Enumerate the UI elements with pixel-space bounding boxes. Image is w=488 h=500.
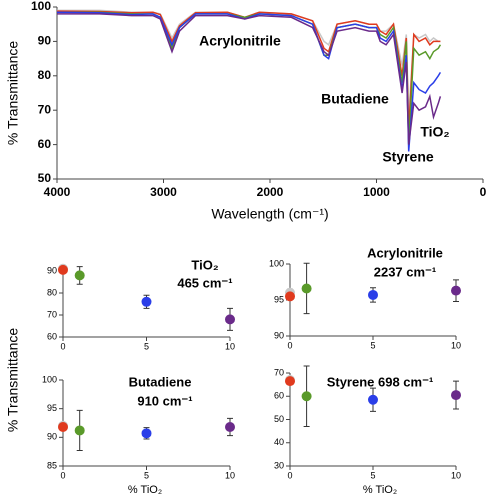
y-tick-label: 90: [274, 330, 284, 340]
x-tick-label: 10: [225, 341, 235, 351]
annotation: Butadiene: [321, 91, 389, 107]
panel-title: 465 cm⁻¹: [177, 275, 232, 290]
x-tick-label: 5: [144, 470, 149, 480]
data-point: [301, 283, 312, 294]
y-tick-label: 90: [47, 265, 57, 275]
x-tick-label: 0: [287, 470, 292, 480]
x-tick-label: 0: [480, 185, 487, 199]
data-point: [285, 291, 295, 302]
panel-title: 2237 cm⁻¹: [374, 264, 437, 279]
x-tick-label: 10: [225, 470, 235, 480]
y-tick-label: 100: [31, 0, 51, 13]
spectrum-line: [57, 13, 442, 145]
panel-title: Acrylonitrile: [367, 245, 443, 260]
y-tick-label: 60: [38, 137, 52, 151]
panel-title: TiO₂: [191, 257, 218, 272]
data-point: [74, 270, 85, 281]
data-point: [368, 394, 378, 405]
annotation: Acrylonitrile: [199, 33, 281, 49]
data-point: [225, 314, 235, 325]
x-axis-label: % TiO₂: [363, 484, 397, 496]
y-tick-label: 50: [38, 171, 52, 185]
x-tick-label: 10: [451, 470, 461, 480]
y-tick-label: 90: [47, 432, 57, 442]
panel-title: Butadiene: [129, 374, 192, 389]
annotation: TiO₂: [420, 124, 449, 140]
y-tick-label: 30: [274, 460, 284, 470]
y-tick-label: 100: [269, 258, 284, 268]
y-tick-label: 85: [47, 460, 57, 470]
panel-title: 910 cm⁻¹: [137, 393, 192, 408]
x-tick-label: 4000: [44, 185, 71, 199]
data-point: [451, 390, 461, 401]
y-axis-label: % Transmittance: [5, 328, 21, 432]
y-tick-label: 70: [274, 367, 284, 377]
x-tick-label: 0: [287, 340, 292, 350]
data-point: [368, 289, 378, 300]
x-tick-label: 10: [451, 340, 461, 350]
data-point: [451, 285, 461, 296]
x-tick-label: 1000: [363, 185, 390, 199]
data-point: [58, 264, 68, 275]
x-tick-label: 0: [60, 341, 65, 351]
data-point: [141, 296, 152, 307]
data-point: [74, 425, 85, 436]
y-tick-label: 90: [38, 34, 52, 48]
x-tick-label: 5: [370, 340, 375, 350]
y-tick-label: 70: [47, 309, 57, 319]
spectrum-line: [56, 10, 441, 131]
data-point: [225, 422, 235, 433]
y-tick-label: 80: [38, 68, 52, 82]
y-tick-label: 70: [38, 102, 52, 116]
y-tick-label: 50: [274, 414, 284, 424]
data-point: [301, 391, 312, 402]
x-tick-label: 5: [370, 470, 375, 480]
y-tick-label: 60: [274, 391, 284, 401]
y-tick-label: 95: [274, 294, 284, 304]
x-tick-label: 2000: [257, 185, 284, 199]
x-tick-label: 3000: [150, 185, 177, 199]
x-tick-label: 0: [60, 470, 65, 480]
y-tick-label: 100: [42, 374, 57, 384]
spectrum-line: [56, 11, 442, 152]
y-tick-label: 95: [47, 403, 57, 413]
y-tick-label: 60: [47, 331, 57, 341]
y-axis-label: % Transmittance: [5, 41, 21, 145]
y-tick-label: 80: [47, 287, 57, 297]
x-axis-label: Wavelength (cm⁻¹): [211, 206, 328, 222]
annotation: Styrene: [382, 149, 434, 165]
x-axis-label: % TiO₂: [128, 484, 162, 496]
y-tick-label: 40: [274, 437, 284, 447]
x-tick-label: 5: [144, 341, 149, 351]
data-point: [141, 428, 152, 439]
data-point: [285, 376, 295, 387]
panel-title: Styrene 698 cm⁻¹: [327, 374, 434, 389]
data-point: [58, 422, 68, 433]
